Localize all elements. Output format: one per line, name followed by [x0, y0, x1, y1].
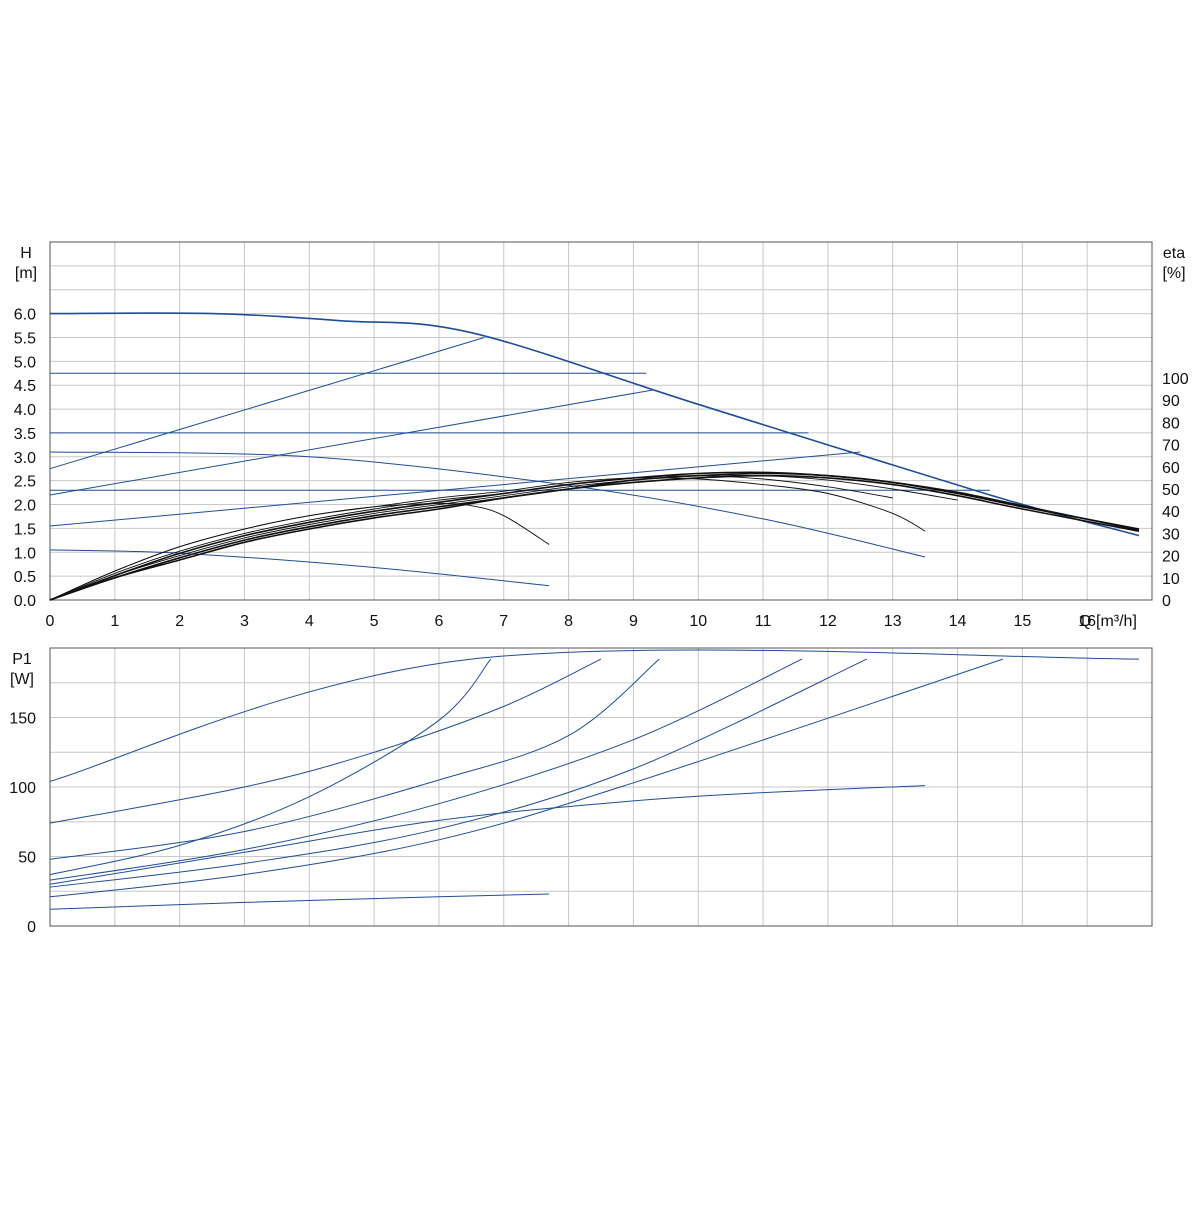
- y2-tick-label: 0: [1162, 593, 1171, 610]
- efficiency-curve: [49, 471, 1140, 601]
- power-curve: [49, 658, 1004, 898]
- y-tick-label: 3.0: [14, 450, 36, 467]
- x-tick-label: 15: [1013, 613, 1031, 630]
- x-tick-label: 10: [689, 613, 707, 630]
- y2-axis-unit: [%]: [1162, 265, 1185, 282]
- power-curves: [49, 649, 1140, 910]
- y-axis-unit: [m]: [15, 265, 37, 282]
- y2-tick-label: 80: [1162, 415, 1180, 432]
- y2-tick-label: 100: [1162, 371, 1189, 388]
- y2-tick-label: 10: [1162, 571, 1180, 588]
- x-axis-title: Q [m³/h]: [1079, 613, 1137, 630]
- p1-tick-label: 100: [9, 780, 36, 797]
- head-curve: [49, 451, 926, 558]
- y2-tick-label: 60: [1162, 460, 1180, 477]
- x-tick-label: 4: [305, 613, 314, 630]
- x-tick-label: 3: [240, 613, 249, 630]
- x-tick-label: 14: [949, 613, 967, 630]
- y2-tick-label: 30: [1162, 526, 1180, 543]
- power-curve: [49, 658, 803, 881]
- x-tick-label: 1: [110, 613, 119, 630]
- p1-tick-label: 150: [9, 711, 36, 728]
- power-curve: [49, 649, 1140, 782]
- y-tick-label: 0.5: [14, 569, 36, 586]
- x-tick-label: 12: [819, 613, 837, 630]
- y-tick-label: 3.5: [14, 426, 36, 443]
- head-curve: [49, 312, 1140, 537]
- x-tick-label: 8: [564, 613, 573, 630]
- y2-tick-label: 40: [1162, 504, 1180, 521]
- x-tick-label: 5: [370, 613, 379, 630]
- efficiency-curve: [49, 475, 893, 601]
- head-curves: [49, 312, 1140, 587]
- x-tick-label: 2: [175, 613, 184, 630]
- y-tick-label: 1.5: [14, 521, 36, 538]
- y2-tick-label: 90: [1162, 393, 1180, 410]
- p1-tick-label: 50: [18, 850, 36, 867]
- power-curve: [49, 658, 868, 888]
- y-tick-label: 5.0: [14, 354, 36, 371]
- efficiency-curve: [49, 502, 550, 601]
- top-plot-frame: [49, 241, 1153, 601]
- power-curve: [49, 658, 602, 824]
- y-tick-label: 2.0: [14, 498, 36, 515]
- head-curve: [49, 389, 653, 496]
- efficiency-curve: [49, 474, 1140, 601]
- y-tick-label: 2.5: [14, 474, 36, 491]
- head-curve: [49, 549, 550, 587]
- y-tick-label: 0.0: [14, 593, 36, 610]
- y2-axis-title: eta: [1163, 245, 1185, 262]
- top-grid: [50, 242, 1152, 600]
- y-axis-title: H: [20, 245, 32, 262]
- x-tick-label: 16: [1078, 613, 1096, 630]
- y2-tick-label: 20: [1162, 549, 1180, 566]
- p1-axis-title: P1: [12, 651, 32, 668]
- power-curve: [49, 893, 550, 910]
- x-tick-label: 13: [884, 613, 902, 630]
- efficiency-curve: [49, 477, 926, 601]
- head-curve: [49, 337, 485, 470]
- y2-tick-label: 70: [1162, 438, 1180, 455]
- y-tick-label: 1.0: [14, 545, 36, 562]
- p1-tick-label: 0: [27, 919, 36, 936]
- efficiency-curve: [49, 474, 958, 601]
- bottom-plot-frame: [49, 647, 1153, 927]
- y-tick-label: 4.0: [14, 402, 36, 419]
- efficiency-curves: [49, 471, 1140, 601]
- y2-tick-label: 50: [1162, 482, 1180, 499]
- head-curve: [49, 451, 861, 527]
- bottom-grid: [50, 648, 1152, 926]
- y-tick-label: 5.5: [14, 330, 36, 347]
- x-tick-label: 7: [499, 613, 508, 630]
- x-tick-label: 9: [629, 613, 638, 630]
- y-tick-label: 4.5: [14, 378, 36, 395]
- y-tick-label: 6.0: [14, 307, 36, 324]
- x-tick-label: 6: [434, 613, 443, 630]
- power-curve: [49, 785, 926, 885]
- x-tick-label: 11: [755, 613, 772, 630]
- power-curve: [49, 658, 660, 860]
- p1-axis-unit: [W]: [10, 671, 34, 688]
- x-tick-label: 0: [46, 613, 55, 630]
- power-curve: [49, 658, 492, 876]
